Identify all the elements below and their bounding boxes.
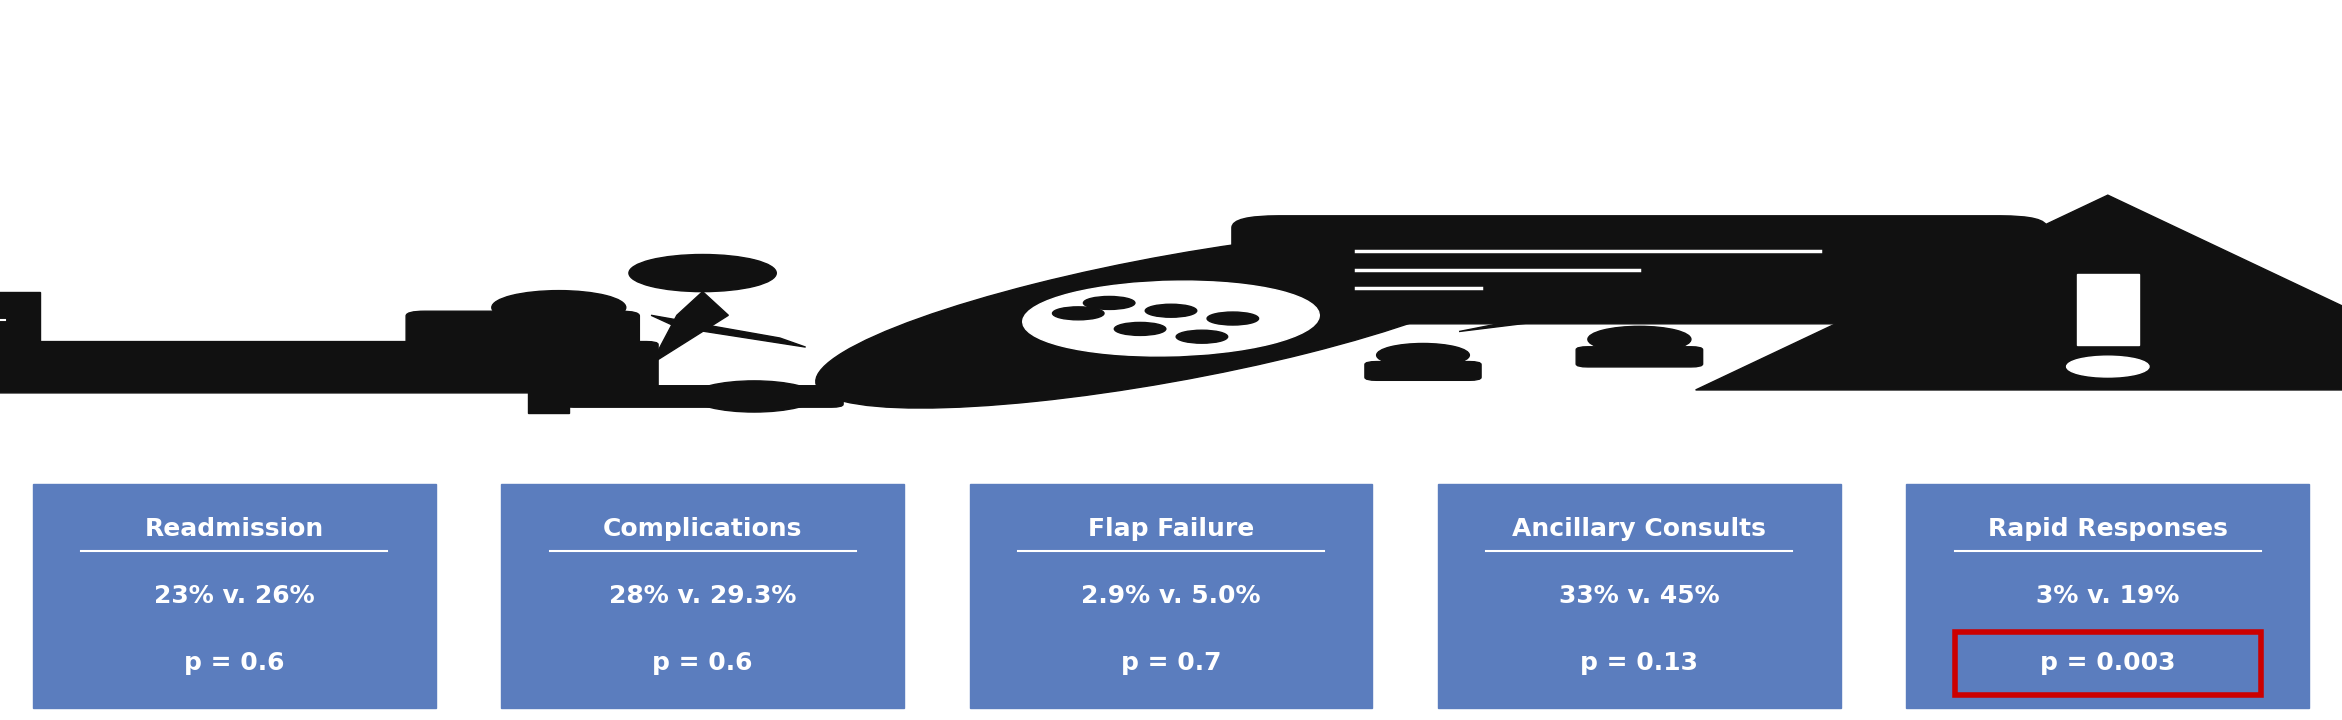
Circle shape	[1377, 343, 1468, 367]
Polygon shape	[651, 315, 806, 347]
Circle shape	[1145, 305, 1197, 318]
Circle shape	[693, 381, 815, 412]
Text: Readmission: Readmission	[145, 517, 323, 541]
Text: Results: ICU v. Stepdown Postoperative Course: Results: ICU v. Stepdown Postoperative C…	[717, 46, 1625, 84]
Text: p = 0.003: p = 0.003	[2040, 652, 2176, 675]
FancyBboxPatch shape	[0, 341, 658, 393]
Circle shape	[2066, 356, 2150, 377]
FancyBboxPatch shape	[1576, 347, 1703, 367]
Circle shape	[1588, 326, 1691, 352]
Text: p = 0.13: p = 0.13	[1581, 652, 1698, 675]
FancyBboxPatch shape	[1956, 632, 2260, 695]
FancyBboxPatch shape	[562, 386, 843, 408]
Circle shape	[492, 291, 625, 325]
FancyBboxPatch shape	[1799, 361, 1913, 380]
Circle shape	[1084, 297, 1136, 310]
FancyBboxPatch shape	[1365, 361, 1480, 380]
Ellipse shape	[1023, 281, 1319, 356]
Circle shape	[630, 254, 775, 292]
FancyBboxPatch shape	[970, 484, 1372, 708]
Polygon shape	[1696, 195, 2342, 390]
Bar	[527, 390, 569, 413]
Text: 23% v. 26%: 23% v. 26%	[155, 584, 314, 608]
Circle shape	[1206, 312, 1258, 325]
FancyBboxPatch shape	[1232, 216, 2047, 324]
Circle shape	[1810, 343, 1902, 367]
Bar	[2077, 274, 2138, 345]
Circle shape	[1115, 323, 1166, 336]
FancyBboxPatch shape	[1906, 484, 2309, 708]
Text: Ancillary Consults: Ancillary Consults	[1513, 517, 1766, 541]
Ellipse shape	[815, 229, 1527, 408]
Circle shape	[1176, 330, 1227, 343]
FancyBboxPatch shape	[0, 292, 40, 348]
Polygon shape	[651, 292, 728, 364]
Text: p = 0.6: p = 0.6	[653, 652, 752, 675]
Circle shape	[1052, 307, 1103, 320]
FancyBboxPatch shape	[501, 484, 904, 708]
Text: 2.9% v. 5.0%: 2.9% v. 5.0%	[1082, 584, 1260, 608]
Text: 33% v. 45%: 33% v. 45%	[1560, 584, 1719, 608]
Polygon shape	[1459, 306, 1665, 331]
FancyBboxPatch shape	[1438, 484, 1841, 708]
Text: Flap Failure: Flap Failure	[1089, 517, 1253, 541]
Text: p = 0.6: p = 0.6	[185, 652, 283, 675]
Text: 3% v. 19%: 3% v. 19%	[2035, 584, 2180, 608]
FancyBboxPatch shape	[33, 484, 436, 708]
Text: p = 0.7: p = 0.7	[1122, 652, 1220, 675]
Text: 28% v. 29.3%: 28% v. 29.3%	[609, 584, 796, 608]
FancyBboxPatch shape	[405, 311, 639, 349]
Text: Complications: Complications	[602, 517, 803, 541]
Text: Rapid Responses: Rapid Responses	[1988, 517, 2227, 541]
